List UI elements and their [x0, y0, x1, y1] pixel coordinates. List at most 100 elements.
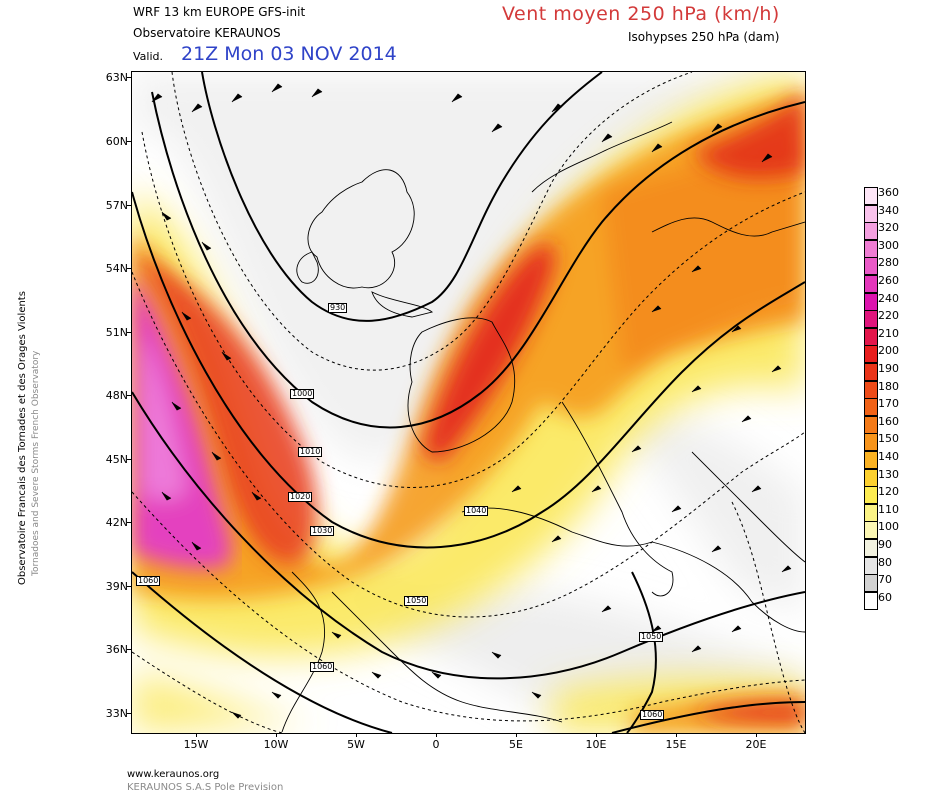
legend-value: 90 — [878, 538, 892, 551]
legend-swatch — [864, 486, 878, 505]
isohypses — [132, 72, 805, 733]
valid-label: Valid. — [133, 50, 164, 63]
legend-swatch — [864, 521, 878, 540]
legend-swatch — [864, 539, 878, 557]
lat-label: 39N — [105, 580, 128, 593]
lat-label: 60N — [105, 135, 128, 148]
legend-value: 360 — [878, 186, 899, 199]
lon-label: 10W — [263, 738, 289, 751]
lat-tick — [127, 586, 131, 587]
lat-tick — [127, 332, 131, 333]
isohypse-label: 1050 — [639, 632, 664, 642]
legend-value: 60 — [878, 590, 892, 604]
lat-tick — [127, 77, 131, 78]
lon-label: 0 — [432, 738, 440, 751]
wind-shading-red — [132, 92, 805, 722]
lat-label: 45N — [105, 453, 128, 466]
lat-tick — [127, 713, 131, 714]
lon-label: 20E — [745, 738, 767, 751]
legend-value: 80 — [878, 555, 892, 569]
model-title: WRF 13 km EUROPE GFS-init — [133, 5, 306, 19]
lat-tick — [127, 459, 131, 460]
legend-swatch — [864, 310, 878, 329]
legend-value: 300 — [878, 238, 899, 252]
lon-label: 15E — [665, 738, 687, 751]
legend-swatch — [864, 327, 878, 346]
observatoire-label: Observatoire KERAUNOS — [133, 26, 281, 40]
legend-value: 170 — [878, 397, 899, 411]
legend-value: 180 — [878, 379, 899, 393]
lat-tick — [127, 649, 131, 650]
lon-tick — [436, 733, 437, 737]
legend-swatch — [864, 433, 878, 452]
lat-tick — [127, 141, 131, 142]
legend-value: 70 — [878, 573, 892, 587]
lat-tick — [127, 395, 131, 396]
isohypse-label: 1050 — [404, 596, 429, 606]
lat-label: 63N — [105, 71, 128, 84]
legend-value: 200 — [878, 344, 899, 358]
legend-value: 240 — [878, 291, 899, 305]
isohypse-label: 1030 — [310, 526, 335, 536]
legend-value: 100 — [878, 520, 899, 534]
lat-label: 42N — [105, 516, 128, 529]
lon-tick — [356, 733, 357, 737]
legend-swatch — [864, 257, 878, 276]
legend-value: 150 — [878, 432, 899, 446]
legend-swatch — [864, 239, 878, 258]
wind-map: 930 1000 1010 1020 1030 1040 1050 1060 1… — [131, 71, 806, 734]
legend-swatch — [864, 345, 878, 364]
legend-value: 110 — [878, 502, 899, 516]
side-text-french: Observatoire Francais des Tornades et de… — [17, 291, 28, 585]
wind-barbs — [151, 83, 792, 719]
lon-label: 10E — [585, 738, 607, 751]
isohypse-label: 1060 — [136, 576, 161, 586]
legend-value: 260 — [878, 274, 899, 287]
legend-swatch — [864, 556, 878, 575]
lon-label: 15W — [183, 738, 209, 751]
lat-label: 54N — [105, 262, 128, 275]
legend-swatch — [864, 204, 878, 223]
side-text-english: Tornadoes and Severe Storms French Obser… — [31, 350, 41, 576]
legend-value: 130 — [878, 467, 899, 481]
legend-swatch — [864, 275, 878, 293]
legend-value: 160 — [878, 414, 899, 428]
lon-label: 5W — [347, 738, 365, 751]
lon-tick — [596, 733, 597, 737]
lon-tick — [516, 733, 517, 737]
legend-swatch — [864, 591, 878, 610]
isohypse-label: 1000 — [290, 389, 315, 399]
legend-swatch — [864, 503, 878, 522]
legend-swatch — [864, 574, 878, 593]
legend-value: 120 — [878, 485, 899, 499]
isohypse-label: 1060 — [310, 662, 335, 672]
lat-label: 57N — [105, 199, 128, 212]
map-subtitle: Isohypses 250 hPa (dam) — [628, 30, 780, 44]
lat-label: 48N — [105, 389, 128, 402]
lat-tick — [127, 268, 131, 269]
legend-swatch — [864, 380, 878, 399]
lon-label: 5E — [509, 738, 523, 751]
lat-label: 33N — [105, 707, 128, 720]
footer-company: KERAUNOS S.A.S Pole Prevision — [127, 782, 284, 793]
lat-tick — [127, 522, 131, 523]
legend-swatch — [864, 222, 878, 241]
isohypse-label: 1040 — [464, 506, 489, 516]
isohypse-label: 1060 — [640, 710, 665, 720]
lat-label: 36N — [105, 643, 128, 656]
legend-value: 210 — [878, 326, 899, 340]
lat-tick — [127, 205, 131, 206]
legend-swatch — [864, 451, 878, 469]
legend-value: 320 — [878, 221, 899, 235]
lon-tick — [676, 733, 677, 737]
isohypse-label: 930 — [328, 303, 348, 313]
isohypse-label: 1020 — [288, 492, 313, 502]
legend-value: 340 — [878, 203, 899, 217]
legend-value: 220 — [878, 309, 899, 323]
legend-value: 140 — [878, 450, 899, 463]
legend-swatch — [864, 415, 878, 434]
valid-date: 21Z Mon 03 NOV 2014 — [181, 43, 397, 65]
legend-swatch — [864, 398, 878, 417]
lat-label: 51N — [105, 326, 128, 339]
map-title: Vent moyen 250 hPa (km/h) — [502, 3, 780, 25]
